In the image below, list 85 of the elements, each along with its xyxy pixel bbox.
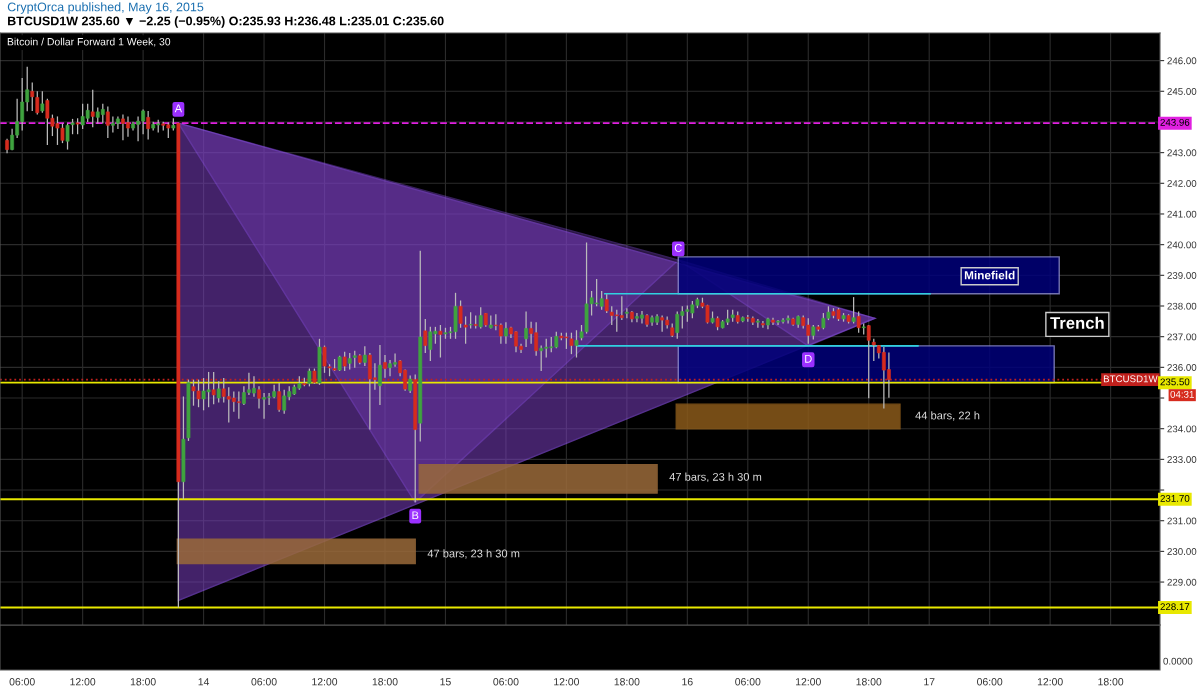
annotation: D (805, 354, 812, 363)
candlestick (257, 385, 261, 410)
candlestick (498, 322, 503, 345)
candlestick (216, 380, 221, 404)
candlestick (146, 110, 151, 141)
x-tick-label: 15 (440, 678, 451, 686)
y-tick-label: 241.00 (1167, 210, 1197, 218)
x-tick-label: 14 (198, 678, 210, 686)
candlestick (624, 307, 629, 319)
y-tick-label: 243.00 (1167, 149, 1197, 157)
annotation: Minefield (964, 270, 1015, 280)
y-tick-label: 234.00 (1167, 425, 1197, 433)
candlestick (866, 324, 871, 399)
candlestick (423, 318, 428, 354)
text: 0.0000 (1163, 657, 1193, 665)
ref-line-label: 231.70 (1160, 494, 1190, 502)
y-tick-label: 231.00 (1167, 517, 1197, 525)
annotation: B (412, 511, 419, 520)
annotation: A (174, 104, 183, 113)
y-tick-label: 245.00 (1167, 88, 1197, 95)
candlestick (65, 122, 70, 151)
candlestick (755, 318, 760, 329)
x-tick-label: 06:00 (977, 678, 1003, 686)
candlestick (105, 105, 110, 139)
ref-line-label: 228.17 (1160, 603, 1190, 611)
y-tick-label: 239.00 (1167, 272, 1197, 279)
candlestick (90, 89, 95, 128)
y-tick-label: 236.00 (1167, 364, 1197, 371)
x-tick-label: 12:00 (554, 678, 580, 686)
candlestick (463, 315, 468, 345)
x-tick-label: 06:00 (735, 678, 761, 686)
y-tick-label: 242.00 (1167, 180, 1197, 187)
candlestick (574, 329, 579, 359)
candlestick (660, 314, 665, 333)
x-tick-label: 18:00 (1098, 678, 1124, 686)
candlestick (851, 296, 856, 325)
x-tick-label: 18:00 (614, 678, 640, 686)
y-tick-label: 246.00 (1167, 57, 1197, 65)
candlestick (383, 354, 387, 379)
annotation: 47 bars, 23 h 30 m (427, 549, 520, 559)
x-tick-label: 16 (682, 678, 693, 686)
candlestick (504, 321, 508, 345)
y-tick-label: 238.00 (1167, 302, 1197, 310)
x-tick-label: 18:00 (856, 678, 882, 686)
ref-line-label: BTCUSD1W (1103, 375, 1158, 383)
candlestick (35, 90, 40, 116)
y-tick-label: 229.00 (1167, 578, 1197, 586)
chart-title: Bitcoin / Dollar Forward 1 Week, 30 (7, 37, 171, 47)
chart-subtitle: BTCUSD1W 235.60 ▼ −2.25 (−0.95%) O:235.93 H:236.48 L:235.01 C:235.60 (8, 16, 444, 28)
candlestick (458, 299, 463, 329)
y-tick-label: 240.00 (1167, 241, 1197, 249)
text: 04:31 (1170, 390, 1194, 398)
ref-line-label: 235.50 (1160, 378, 1190, 386)
candlestick (524, 310, 528, 348)
candlestick (211, 371, 216, 405)
x-tick-label: 17 (924, 678, 935, 686)
candlestick (378, 344, 382, 406)
x-tick-label: 18:00 (372, 678, 398, 686)
x-tick-label: 06:00 (251, 678, 277, 686)
annotation: C (674, 243, 682, 252)
candlestick (619, 295, 624, 321)
candlestick (30, 81, 35, 112)
ref-line-label: 243.96 (1160, 118, 1190, 126)
candlestick (362, 345, 367, 367)
annotation: 44 bars, 22 h (915, 411, 980, 421)
x-tick-label: 12:00 (796, 678, 821, 686)
x-tick-label: 12:00 (70, 678, 96, 686)
candlestick (438, 324, 443, 359)
candlestick (40, 90, 45, 114)
x-tick-label: 06:00 (493, 678, 519, 686)
x-tick-label: 06:00 (9, 678, 35, 686)
x-tick-label: 12:00 (312, 678, 338, 686)
candlestick (856, 310, 861, 334)
y-tick-label: 237.00 (1167, 333, 1197, 341)
candlestick (342, 351, 347, 372)
y-tick-label: 230.00 (1167, 548, 1197, 555)
text: CryptOrca published, May 16, 2015 (7, 2, 204, 14)
x-tick-label: 12:00 (1037, 678, 1063, 686)
candlestick (277, 382, 282, 413)
y-tick-label: 233.00 (1167, 456, 1197, 463)
candlestick (761, 320, 765, 329)
x-tick-label: 18:00 (130, 678, 156, 686)
annotation: Trench (1050, 316, 1104, 329)
annotation: 47 bars, 23 h 30 m (669, 472, 762, 483)
candlestick (236, 390, 241, 420)
